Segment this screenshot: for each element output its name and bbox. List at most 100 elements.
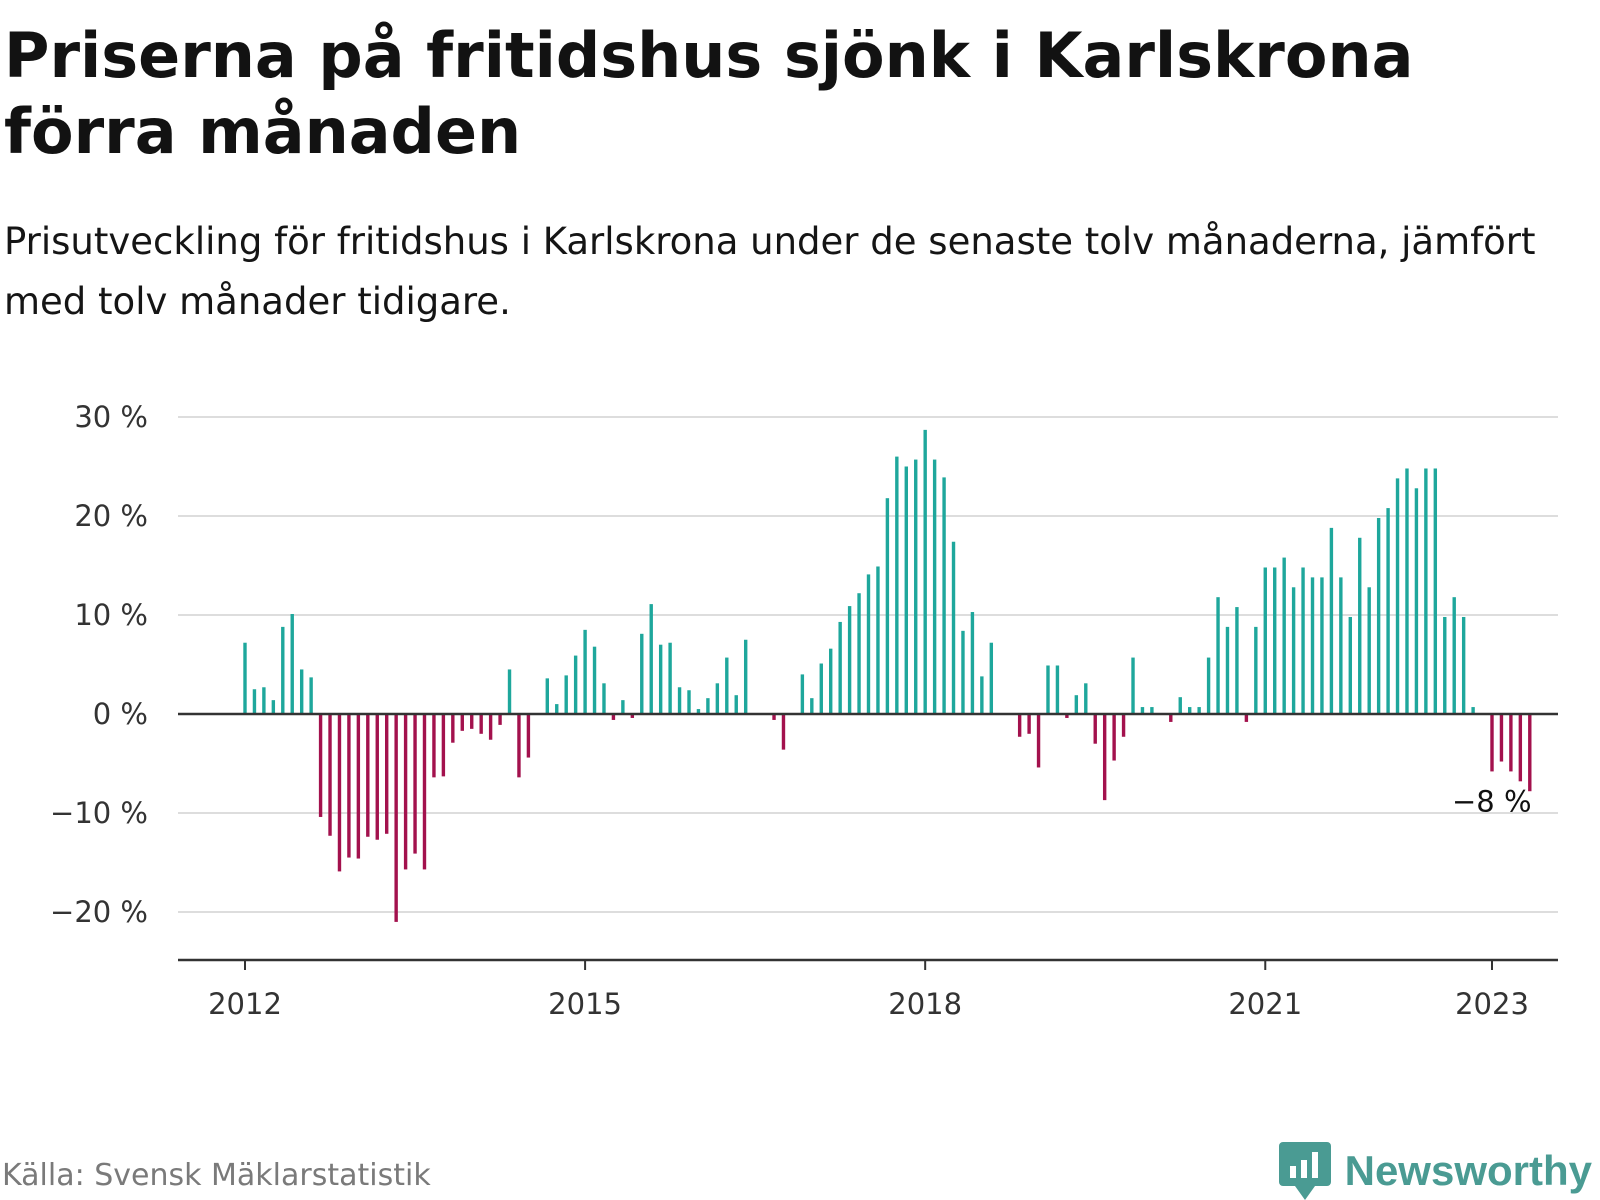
bar	[1036, 714, 1041, 768]
bar	[318, 714, 323, 817]
bar	[545, 678, 549, 714]
newsworthy-logo-icon	[1278, 1142, 1331, 1200]
bar	[573, 655, 578, 714]
bar	[1017, 714, 1022, 737]
bar	[621, 700, 625, 714]
bar	[895, 456, 899, 714]
bar	[299, 669, 304, 714]
bar	[564, 675, 568, 714]
bar	[460, 714, 464, 731]
bar	[715, 683, 720, 714]
bar	[262, 687, 266, 714]
bar	[281, 626, 285, 714]
bar	[356, 714, 361, 859]
bar	[366, 714, 370, 837]
y-tick-label: 30 %	[74, 400, 148, 434]
bar	[1197, 707, 1201, 714]
bar	[1310, 577, 1315, 714]
bar	[904, 466, 908, 714]
bar	[649, 604, 653, 714]
bar	[1282, 557, 1286, 714]
bar	[1263, 567, 1267, 714]
y-tick-label: −10 %	[50, 796, 148, 830]
bar	[1074, 695, 1079, 714]
bar	[942, 477, 946, 714]
bar	[876, 566, 880, 714]
bar	[885, 498, 890, 714]
bar	[1395, 478, 1400, 714]
bar	[772, 714, 776, 720]
bar	[725, 657, 729, 714]
bar	[1225, 626, 1230, 714]
bar	[1424, 468, 1428, 714]
bar	[1528, 714, 1532, 792]
x-tick-label: 2023	[1455, 987, 1529, 1021]
bar	[602, 683, 606, 714]
bar	[1169, 714, 1173, 722]
bar	[403, 714, 408, 870]
bar	[422, 714, 427, 870]
bar	[1291, 587, 1296, 714]
y-tick-label: 0 %	[93, 697, 148, 731]
bar	[658, 644, 663, 714]
bar	[583, 629, 587, 714]
bar	[1216, 597, 1220, 714]
chart-subtitle: Prisutveckling för fritidshus i Karlskro…	[4, 220, 1536, 323]
x-tick-label: 2018	[888, 987, 962, 1021]
bar	[1339, 577, 1343, 714]
bar	[847, 606, 852, 714]
y-tick-label: 20 %	[74, 499, 148, 533]
bar	[734, 695, 738, 714]
bar	[432, 714, 436, 778]
brand-logo: Newsworthy	[1278, 1142, 1592, 1200]
bar	[1055, 665, 1060, 714]
bar	[1254, 626, 1258, 714]
bar	[1150, 707, 1154, 714]
bar	[271, 700, 276, 714]
bar	[1461, 616, 1466, 714]
bar-chart: 30 % 20 % 10 % 0 % −10 % −20 % 2012 2015 2018 202…	[50, 400, 1558, 1021]
bar	[441, 714, 446, 777]
brand-name: Newsworthy	[1344, 1147, 1592, 1194]
bar	[488, 714, 493, 740]
bar	[743, 639, 748, 714]
bar	[668, 642, 672, 714]
bar	[347, 714, 351, 858]
bar	[1490, 714, 1494, 772]
bar	[394, 714, 398, 922]
bar	[526, 714, 531, 758]
bar	[1443, 616, 1447, 714]
bar	[1065, 714, 1069, 718]
bar	[1244, 714, 1249, 722]
bar	[1102, 714, 1107, 801]
bar	[451, 714, 455, 743]
bar	[328, 714, 332, 836]
bar	[1131, 657, 1135, 714]
bar	[1405, 468, 1409, 714]
bar	[1386, 508, 1390, 714]
bar	[1452, 597, 1456, 714]
bar	[337, 714, 342, 872]
x-tick-label: 2012	[208, 987, 282, 1021]
bar	[961, 630, 965, 714]
bar	[1206, 657, 1211, 714]
bar	[829, 648, 833, 714]
bar	[517, 714, 521, 778]
bar	[1112, 714, 1116, 761]
bar	[677, 687, 682, 714]
bar	[706, 698, 710, 714]
bar	[1509, 714, 1513, 772]
bar	[385, 714, 389, 834]
bar	[1518, 714, 1523, 782]
bar	[1140, 707, 1145, 714]
bar	[989, 642, 994, 714]
bar	[923, 429, 927, 714]
bar	[1367, 587, 1371, 714]
bar	[1084, 683, 1088, 714]
source-note: Källa: Svensk Mäklarstatistik	[2, 1158, 431, 1193]
bar	[687, 690, 691, 714]
bar	[243, 642, 247, 714]
bar	[1046, 665, 1050, 714]
y-tick-label: 10 %	[74, 598, 148, 632]
bar	[1027, 714, 1031, 734]
